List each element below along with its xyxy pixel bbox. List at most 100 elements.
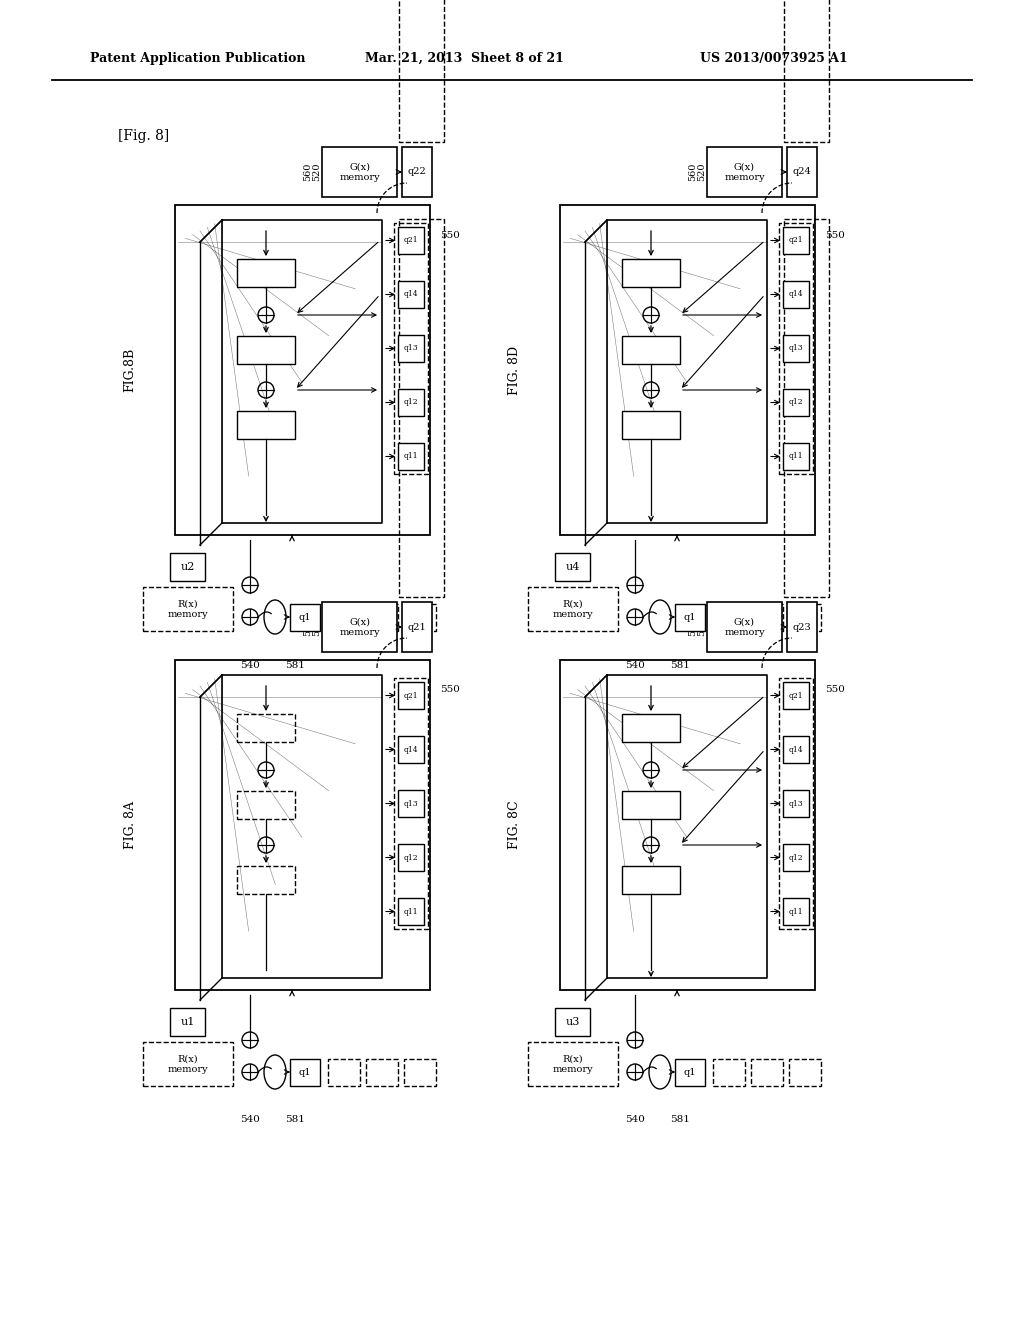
Text: u2: u2 xyxy=(180,562,195,572)
Bar xyxy=(783,789,809,817)
Text: q14: q14 xyxy=(788,290,803,298)
Bar xyxy=(783,335,809,362)
Text: 560: 560 xyxy=(303,618,312,636)
Bar xyxy=(707,147,782,197)
Text: u1: u1 xyxy=(180,1016,195,1027)
Bar xyxy=(783,444,809,470)
Bar xyxy=(402,147,432,197)
Text: Mar. 21, 2013  Sheet 8 of 21: Mar. 21, 2013 Sheet 8 of 21 xyxy=(365,51,564,65)
Bar xyxy=(528,587,618,631)
Text: 560: 560 xyxy=(688,618,697,636)
Text: q13: q13 xyxy=(403,800,419,808)
Bar xyxy=(175,660,430,990)
Bar xyxy=(290,605,319,631)
Text: 581: 581 xyxy=(670,660,690,669)
Bar xyxy=(398,335,424,362)
Text: q11: q11 xyxy=(403,908,419,916)
Text: q14: q14 xyxy=(788,746,803,754)
Bar xyxy=(237,411,295,440)
Bar xyxy=(779,678,813,929)
Bar xyxy=(560,660,815,990)
Text: 520: 520 xyxy=(312,162,322,181)
Text: 520: 520 xyxy=(697,618,707,636)
Bar xyxy=(622,714,680,742)
Text: R(x)
memory: R(x) memory xyxy=(553,1055,593,1073)
Bar xyxy=(398,389,424,416)
Bar xyxy=(366,1059,398,1086)
Bar xyxy=(713,1059,745,1086)
Bar xyxy=(404,605,436,631)
Ellipse shape xyxy=(649,1055,671,1089)
Bar xyxy=(328,1059,360,1086)
Bar xyxy=(622,259,680,286)
Bar xyxy=(398,682,424,709)
Bar xyxy=(398,737,424,763)
Text: G(x)
memory: G(x) memory xyxy=(339,162,380,182)
Text: 540: 540 xyxy=(240,1115,260,1125)
Bar xyxy=(622,337,680,364)
Text: q11: q11 xyxy=(788,908,803,916)
Text: q12: q12 xyxy=(403,854,419,862)
Bar xyxy=(322,147,397,197)
Bar xyxy=(779,223,813,474)
Bar xyxy=(783,682,809,709)
Bar xyxy=(398,843,424,871)
Text: q12: q12 xyxy=(788,854,803,862)
Bar xyxy=(783,227,809,253)
Bar xyxy=(394,223,428,474)
Bar xyxy=(784,0,829,143)
Text: 550: 550 xyxy=(440,231,460,239)
Text: 581: 581 xyxy=(285,660,305,669)
Text: q12: q12 xyxy=(788,399,803,407)
Bar xyxy=(555,553,590,581)
Bar xyxy=(394,678,428,929)
Text: 560: 560 xyxy=(303,162,312,181)
Bar xyxy=(675,605,705,631)
Bar xyxy=(398,898,424,925)
Bar xyxy=(237,866,295,894)
Bar xyxy=(787,602,817,652)
Bar xyxy=(322,602,397,652)
Bar xyxy=(783,898,809,925)
Bar xyxy=(784,219,829,597)
Text: q13: q13 xyxy=(788,800,804,808)
Text: US 2013/0073925 A1: US 2013/0073925 A1 xyxy=(700,51,848,65)
Text: 550: 550 xyxy=(825,685,845,694)
Bar xyxy=(398,281,424,308)
Text: q21: q21 xyxy=(408,623,426,631)
Text: q1: q1 xyxy=(684,1068,696,1077)
Text: R(x)
memory: R(x) memory xyxy=(168,599,208,619)
Text: 550: 550 xyxy=(440,685,460,694)
Bar xyxy=(398,789,424,817)
Bar xyxy=(790,605,821,631)
Text: q11: q11 xyxy=(788,453,803,461)
Text: u4: u4 xyxy=(565,562,580,572)
Bar xyxy=(143,1041,233,1086)
Bar xyxy=(783,843,809,871)
Ellipse shape xyxy=(264,601,286,634)
Bar xyxy=(143,587,233,631)
Bar xyxy=(555,1008,590,1036)
Text: R(x)
memory: R(x) memory xyxy=(168,1055,208,1073)
Text: FIG.8B: FIG.8B xyxy=(124,348,136,392)
Text: G(x)
memory: G(x) memory xyxy=(724,162,765,182)
Text: Patent Application Publication: Patent Application Publication xyxy=(90,51,305,65)
Text: 520: 520 xyxy=(312,618,322,636)
Bar xyxy=(328,605,360,631)
Text: FIG. 8D: FIG. 8D xyxy=(509,346,521,395)
Bar xyxy=(237,337,295,364)
Bar xyxy=(398,444,424,470)
Bar xyxy=(751,605,783,631)
Bar xyxy=(751,1059,783,1086)
Text: q21: q21 xyxy=(403,692,419,700)
Ellipse shape xyxy=(264,1055,286,1089)
Text: 540: 540 xyxy=(625,1115,645,1125)
Bar xyxy=(170,553,205,581)
Text: 540: 540 xyxy=(240,660,260,669)
Bar xyxy=(398,227,424,253)
Text: q11: q11 xyxy=(403,453,419,461)
Text: q14: q14 xyxy=(403,290,419,298)
Text: G(x)
memory: G(x) memory xyxy=(724,618,765,636)
Bar xyxy=(622,866,680,894)
Text: q1: q1 xyxy=(299,1068,311,1077)
